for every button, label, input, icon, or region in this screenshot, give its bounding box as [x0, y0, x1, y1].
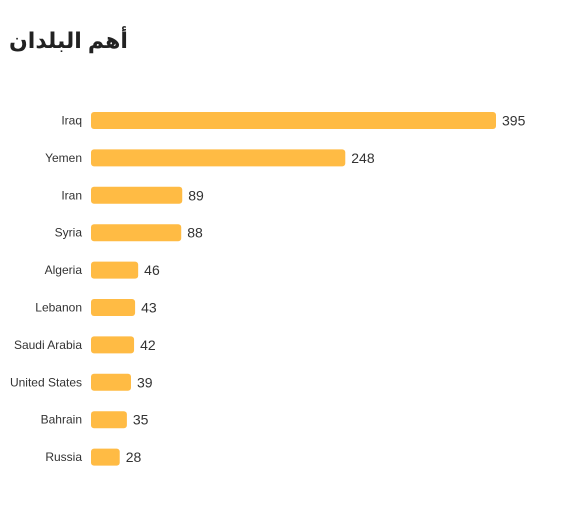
- bar[interactable]: [91, 373, 131, 391]
- category-label: Algeria: [45, 263, 83, 277]
- category-label: Saudi Arabia: [14, 338, 82, 352]
- bar[interactable]: [91, 448, 120, 466]
- bar[interactable]: [91, 411, 127, 429]
- value-label: 43: [141, 300, 157, 316]
- value-label: 248: [351, 150, 375, 166]
- bar[interactable]: [91, 336, 135, 354]
- bar[interactable]: [91, 186, 183, 204]
- value-label: 89: [188, 187, 204, 203]
- value-label: 42: [140, 337, 156, 353]
- value-label: 395: [502, 113, 526, 129]
- bar[interactable]: [91, 299, 136, 316]
- category-label: Iran: [61, 188, 82, 202]
- value-label: 28: [126, 449, 142, 465]
- chart-title: أهم البلدان: [9, 28, 128, 53]
- category-label: Yemen: [45, 151, 82, 165]
- value-label: 39: [137, 374, 153, 390]
- bar[interactable]: [91, 261, 139, 279]
- category-label: Russia: [45, 450, 82, 464]
- category-label: United States: [10, 375, 82, 389]
- category-label: Iraq: [61, 114, 82, 128]
- category-label: Syria: [55, 226, 83, 240]
- bar[interactable]: [91, 112, 496, 129]
- bar[interactable]: [91, 149, 346, 167]
- value-label: 88: [187, 225, 203, 241]
- bar[interactable]: [91, 224, 182, 242]
- value-label: 35: [133, 412, 149, 428]
- category-label: Bahrain: [41, 413, 82, 427]
- value-label: 46: [144, 262, 160, 278]
- category-label: Lebanon: [35, 301, 82, 315]
